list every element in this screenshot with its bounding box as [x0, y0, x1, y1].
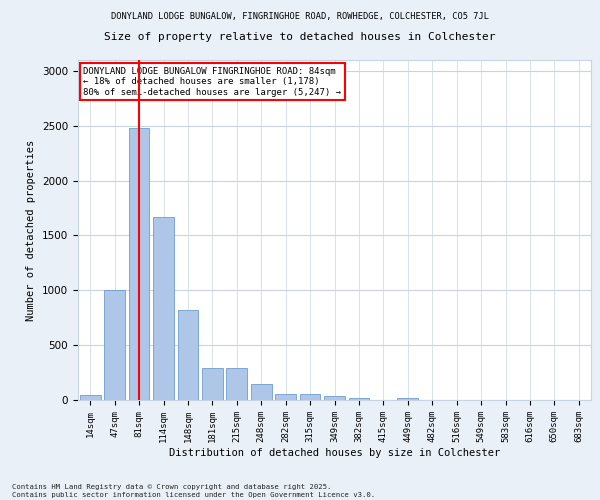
Text: DONYLAND LODGE BUNGALOW, FINGRINGHOE ROAD, ROWHEDGE, COLCHESTER, CO5 7JL: DONYLAND LODGE BUNGALOW, FINGRINGHOE ROA…	[111, 12, 489, 22]
Bar	[80, 394, 101, 400]
Bar	[178, 310, 199, 400]
Bar	[349, 398, 370, 400]
Bar	[226, 368, 247, 400]
Bar	[275, 394, 296, 400]
Text: Size of property relative to detached houses in Colchester: Size of property relative to detached ho…	[104, 32, 496, 42]
Bar	[324, 396, 345, 400]
Text: DONYLAND LODGE BUNGALOW FINGRINGHOE ROAD: 84sqm
← 18% of detached houses are sma: DONYLAND LODGE BUNGALOW FINGRINGHOE ROAD…	[83, 67, 341, 96]
Text: Contains HM Land Registry data © Crown copyright and database right 2025.
Contai: Contains HM Land Registry data © Crown c…	[12, 484, 375, 498]
Bar	[299, 394, 320, 400]
X-axis label: Distribution of detached houses by size in Colchester: Distribution of detached houses by size …	[169, 448, 500, 458]
Bar	[202, 368, 223, 400]
Bar	[397, 398, 418, 400]
Y-axis label: Number of detached properties: Number of detached properties	[26, 140, 37, 320]
Bar	[251, 384, 272, 400]
Bar	[153, 217, 174, 400]
Bar	[104, 290, 125, 400]
Bar	[128, 128, 149, 400]
